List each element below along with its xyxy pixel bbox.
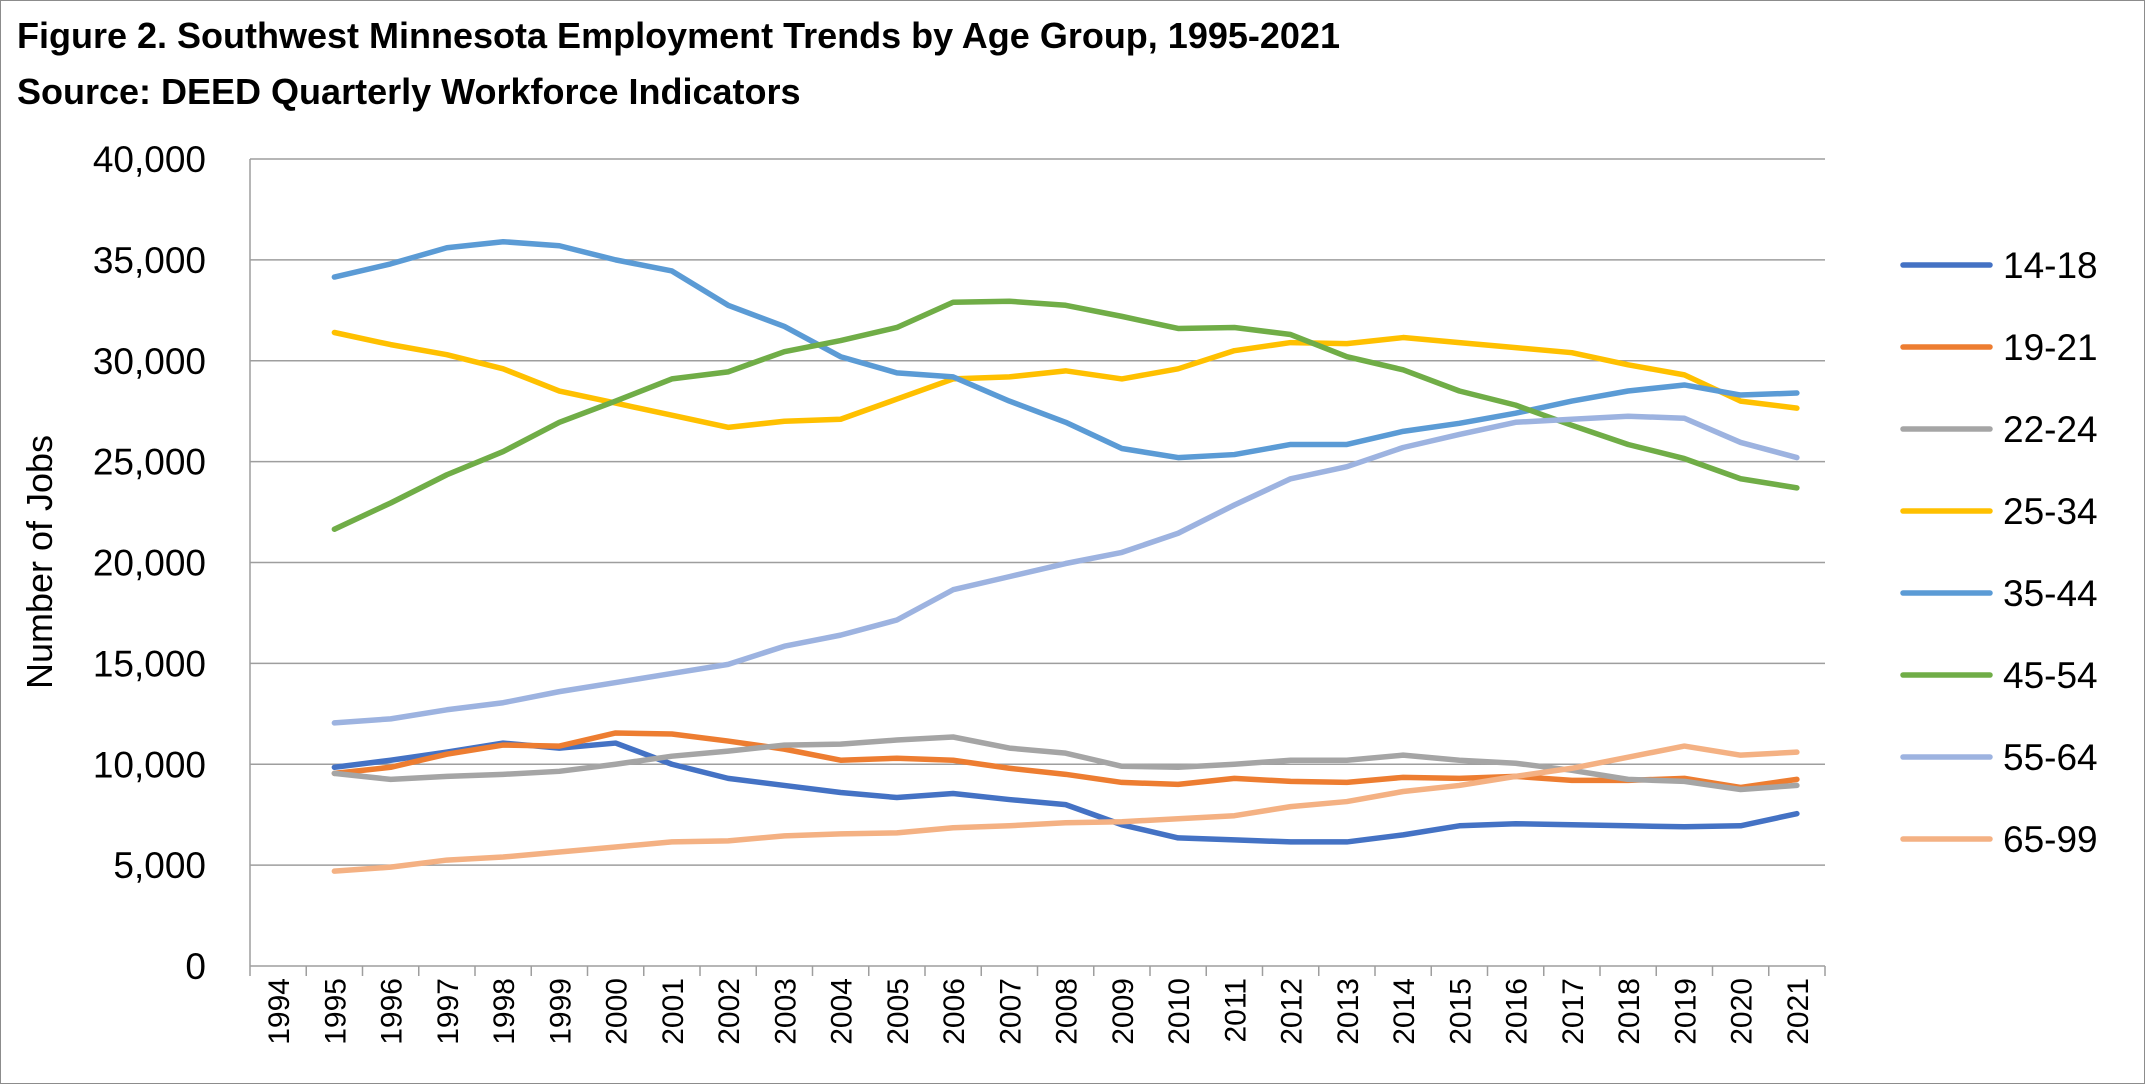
series-line-25-34 <box>331 329 1800 431</box>
x-tick-label: 2020 <box>1726 978 1759 1045</box>
chart-subtitle: Source: DEED Quarterly Workforce Indicat… <box>17 71 801 112</box>
series-line-22-24 <box>331 734 1800 793</box>
y-tick-label: 20,000 <box>93 543 206 584</box>
legend-label-65-99: 65-99 <box>2003 819 2098 860</box>
x-tick-label: 2021 <box>1782 978 1815 1045</box>
gridlines <box>249 158 1826 976</box>
x-tick-label: 2000 <box>601 978 634 1045</box>
series-line-55-64 <box>331 413 1800 726</box>
y-tick-label: 10,000 <box>93 744 206 785</box>
x-tick-label: 2005 <box>882 978 915 1045</box>
y-tick-label: 15,000 <box>93 643 206 684</box>
series-line-14-18 <box>331 740 1800 845</box>
x-tick-label: 2002 <box>713 978 746 1045</box>
y-axis-ticks: 0 5,000 10,000 15,000 20,000 25,000 30,000 35,0… <box>93 139 206 987</box>
x-tick-label: 2013 <box>1332 978 1365 1045</box>
chart-title: Figure 2. Southwest Minnesota Employment… <box>17 15 1340 56</box>
series-line-45-54 <box>331 298 1800 532</box>
legend-label-19-21: 19-21 <box>2003 327 2098 368</box>
x-tick-label: 2011 <box>1219 978 1252 1043</box>
y-tick-label: 5,000 <box>113 845 206 886</box>
x-tick-label: 2010 <box>1163 978 1196 1045</box>
x-tick-label: 2012 <box>1276 978 1309 1045</box>
y-tick-label: 40,000 <box>93 139 206 180</box>
legend-label-25-34: 25-34 <box>2003 491 2098 532</box>
x-tick-label: 1995 <box>319 978 352 1045</box>
legend-label-35-44: 35-44 <box>2003 573 2098 614</box>
legend-label-45-54: 45-54 <box>2003 655 2098 696</box>
x-tick-label: 2017 <box>1557 978 1590 1045</box>
x-tick-label: 2019 <box>1669 978 1702 1045</box>
legend-label-22-24: 22-24 <box>2003 409 2098 450</box>
legend-label-55-64: 55-64 <box>2003 737 2098 778</box>
x-tick-label: 2006 <box>938 978 971 1045</box>
y-tick-label: 35,000 <box>93 240 206 281</box>
legend-label-14-18: 14-18 <box>2003 245 2098 286</box>
x-axis-ticks: 1994 1995 1996 1997 1998 1999 2000 2001 2002 2003… <box>263 978 1815 1045</box>
x-tick-label: 1999 <box>544 978 577 1045</box>
x-tick-label: 2008 <box>1051 978 1084 1045</box>
x-tick-label: 2004 <box>826 978 859 1045</box>
y-axis-label: Number of Jobs <box>19 435 60 689</box>
x-tick-label: 1998 <box>488 978 521 1045</box>
x-tick-label: 2001 <box>657 978 690 1045</box>
x-tick-label: 1994 <box>263 978 296 1045</box>
x-tick-label: 2016 <box>1501 978 1534 1045</box>
x-tick-label: 2014 <box>1388 978 1421 1045</box>
x-tick-label: 1997 <box>432 978 465 1045</box>
y-tick-label: 0 <box>185 946 206 987</box>
series-lines <box>331 238 1800 874</box>
y-tick-label: 25,000 <box>93 442 206 483</box>
series-line-35-44 <box>331 238 1800 461</box>
x-tick-label: 2018 <box>1613 978 1646 1045</box>
x-tick-label: 2009 <box>1107 978 1140 1045</box>
series-line-19-21 <box>331 730 1800 791</box>
x-tick-label: 2015 <box>1444 978 1477 1045</box>
x-tick-label: 1996 <box>376 978 409 1045</box>
x-tick-label: 2007 <box>994 978 1027 1045</box>
legend: 14-18 19-21 22-24 25-34 35-44 45-54 55-64 65-99 <box>1900 245 2098 860</box>
y-tick-label: 30,000 <box>93 341 206 382</box>
series-line-65-99 <box>331 743 1800 874</box>
x-tick-label: 2003 <box>769 978 802 1045</box>
